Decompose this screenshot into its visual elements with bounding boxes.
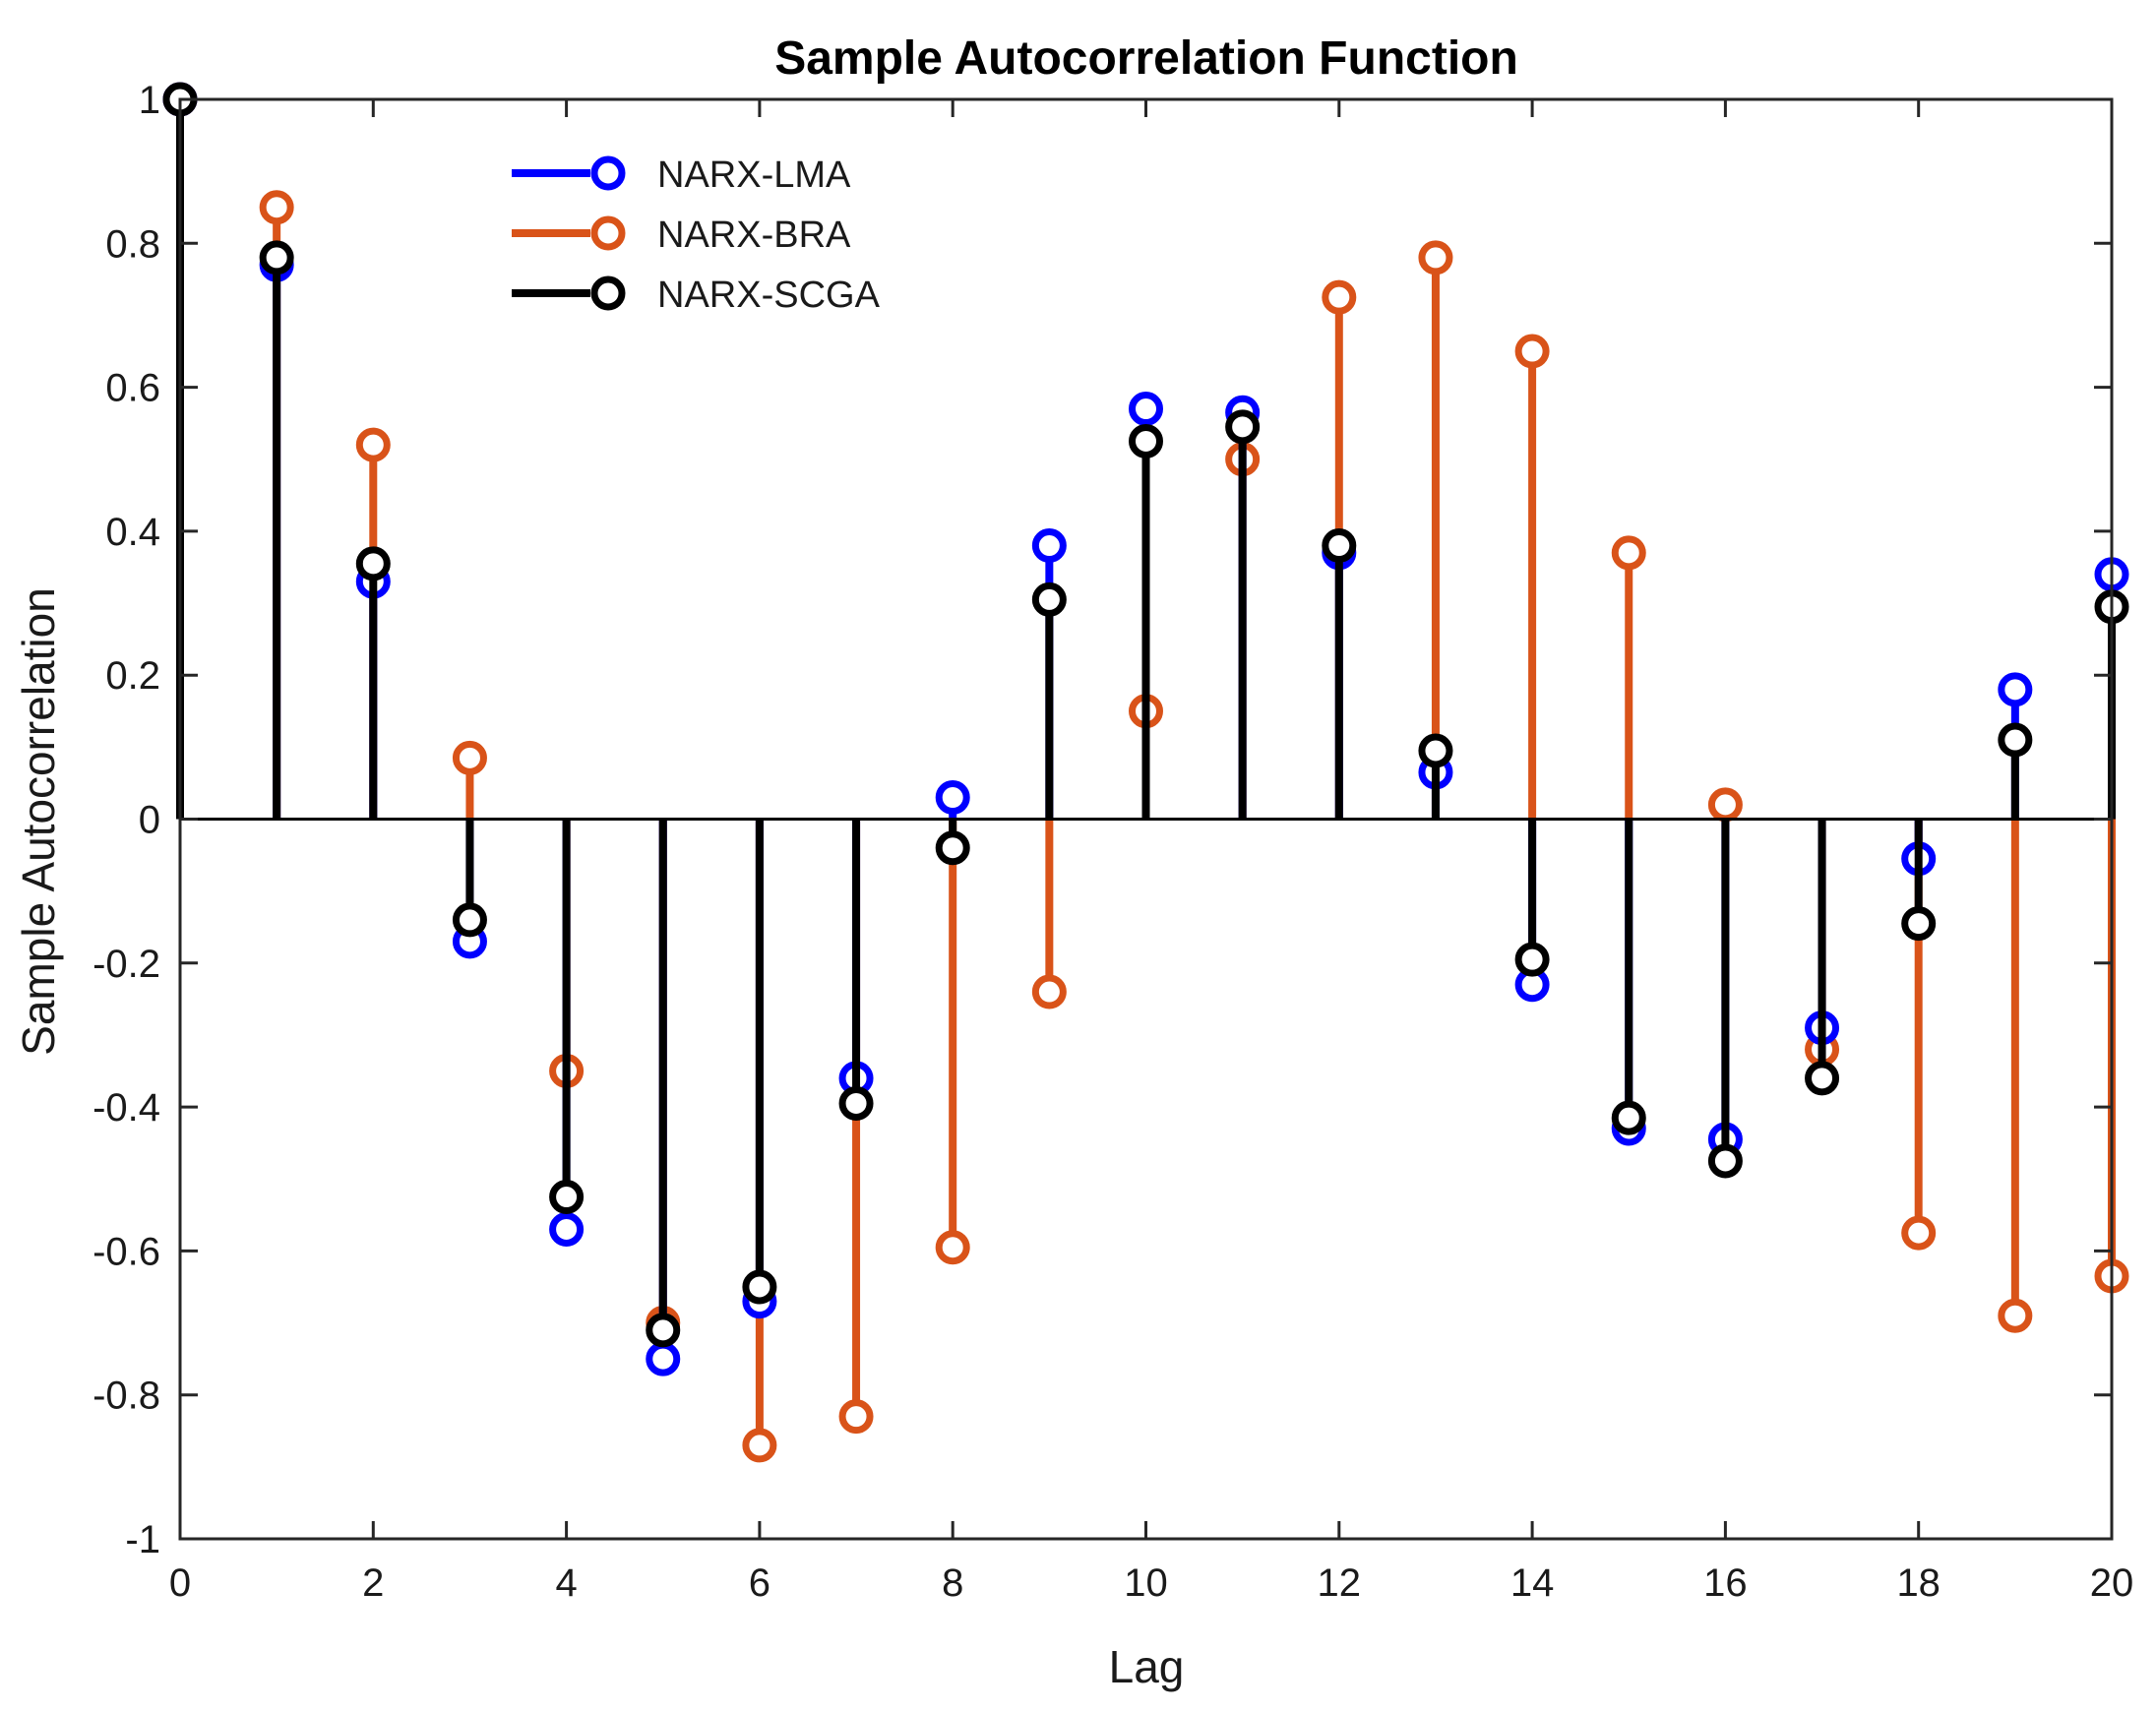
x-tick-label: 4 (555, 1561, 577, 1605)
x-tick-label: 0 (169, 1561, 191, 1605)
x-tick-label: 8 (942, 1561, 963, 1605)
axes-layer: 0 2 4 6 8 10 12 14 16 18 20 -1 -0.8 -0.6 -0.4 -0.2 0 0.2 0… (92, 79, 2133, 1605)
x-tick-label: 6 (749, 1561, 770, 1605)
stem-marker (935, 830, 970, 866)
stem-marker (742, 1428, 777, 1463)
x-tick-label: 10 (1124, 1561, 1168, 1605)
stem-marker (259, 190, 294, 225)
y-tick-label: 0.8 (105, 222, 160, 266)
stem-marker (1129, 392, 1163, 427)
stem-marker (549, 1180, 585, 1215)
stem-marker (1611, 1100, 1646, 1135)
stem-marker (646, 1341, 681, 1376)
legend-label: NARX-BRA (657, 214, 851, 256)
stem-marker (1322, 528, 1357, 564)
legend: NARX-LMA NARX-BRA NARX-SCGA (512, 154, 881, 316)
stem-marker (1322, 279, 1357, 315)
stem-marker (1998, 1298, 2033, 1333)
stem-marker (1418, 733, 1453, 768)
stem-marker (1998, 722, 2033, 758)
legend-marker (590, 155, 626, 191)
x-tick-label: 12 (1318, 1561, 1362, 1605)
stem-marker (1031, 581, 1067, 617)
stem-marker (1707, 1143, 1743, 1179)
stem-marker (452, 740, 487, 775)
chart-title: Sample Autocorrelation Function (774, 32, 1518, 85)
stem-marker (1707, 787, 1743, 823)
stem-marker (259, 240, 294, 275)
legend-marker (590, 275, 626, 311)
stem-marker (1031, 528, 1067, 564)
stem-marker (355, 546, 391, 581)
x-tick-label: 2 (362, 1561, 384, 1605)
stem-marker (1901, 1215, 1937, 1251)
stem-marker (1611, 535, 1646, 571)
stem-marker (646, 1313, 681, 1348)
stem-marker (1805, 1061, 1840, 1096)
stem-marker (1901, 906, 1937, 942)
y-tick-label: -0.4 (92, 1086, 160, 1130)
x-tick-label: 16 (1703, 1561, 1748, 1605)
stem-marker (838, 1399, 874, 1435)
y-tick-label: 0.6 (105, 367, 160, 410)
legend-item-narx-bra: NARX-BRA (512, 214, 851, 256)
stem-marker (1514, 334, 1550, 369)
stems-layer (162, 82, 2129, 1463)
stem-marker (935, 780, 970, 816)
stem-marker (1129, 423, 1163, 459)
legend-marker (590, 215, 626, 251)
y-tick-label: -0.2 (92, 943, 160, 986)
stem-marker (1225, 409, 1261, 445)
stem-marker (452, 902, 487, 938)
stem-marker (935, 1230, 970, 1265)
y-tick-label: -1 (125, 1518, 160, 1561)
y-tick-label: -0.6 (92, 1230, 160, 1273)
y-tick-label: 0.4 (105, 511, 160, 554)
stem-marker (549, 1211, 585, 1247)
y-tick-label: 0 (139, 799, 160, 842)
stem-marker (355, 427, 391, 462)
y-tick-label: 1 (139, 79, 160, 122)
x-tick-label: 18 (1896, 1561, 1940, 1605)
x-tick-label: 14 (1510, 1561, 1555, 1605)
legend-item-narx-scga: NARX-SCGA (512, 275, 881, 316)
stem-marker (1418, 240, 1453, 275)
x-tick-label: 20 (2090, 1561, 2134, 1605)
stem-marker (1031, 974, 1067, 1009)
x-axis-label: Lag (1109, 1641, 1185, 1692)
stem-marker (742, 1269, 777, 1305)
stem-marker (1514, 942, 1550, 977)
y-tick-label: -0.8 (92, 1375, 160, 1418)
stem-marker (1998, 672, 2033, 707)
legend-item-narx-lma: NARX-LMA (512, 154, 851, 196)
legend-label: NARX-SCGA (657, 275, 881, 316)
y-tick-label: 0.2 (105, 654, 160, 698)
y-axis-label: Sample Autocorrelation (13, 587, 64, 1056)
stem-marker (838, 1085, 874, 1121)
legend-label: NARX-LMA (657, 154, 851, 196)
